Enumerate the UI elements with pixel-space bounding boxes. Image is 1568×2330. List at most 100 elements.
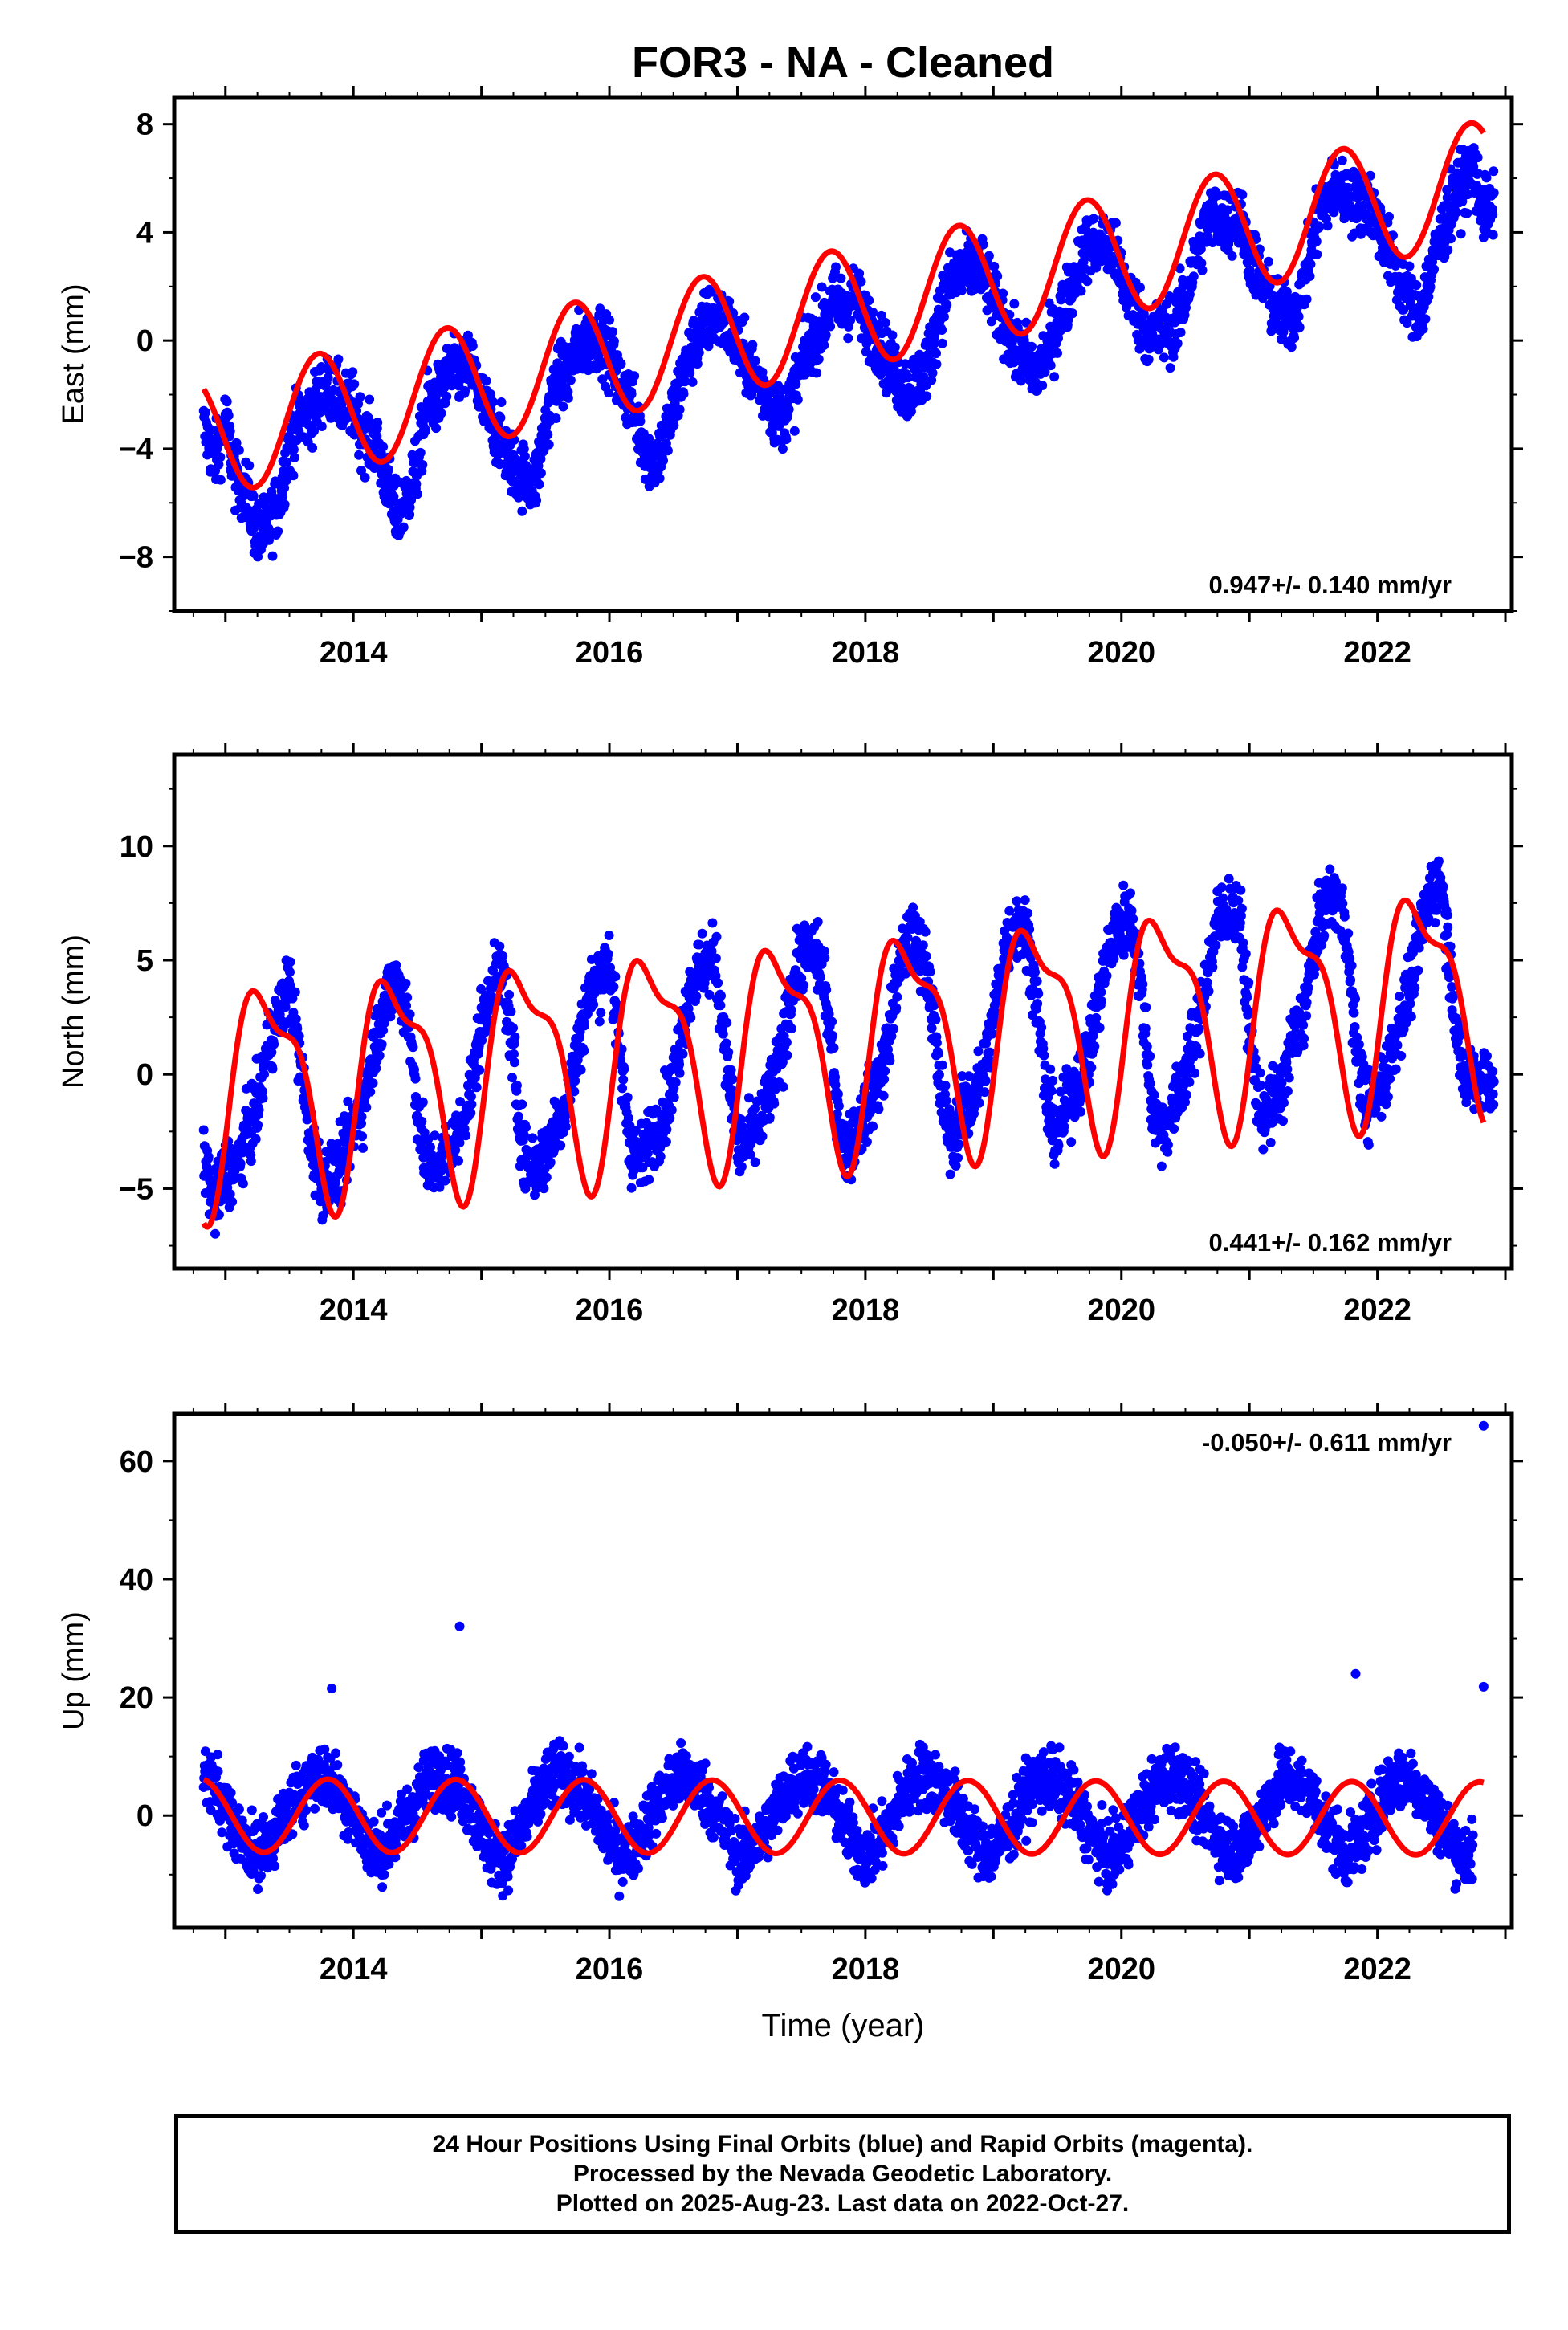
data-point [1135, 283, 1145, 293]
data-point [377, 1039, 387, 1049]
data-point [1027, 341, 1037, 352]
data-point [957, 285, 967, 295]
data-point [1271, 318, 1281, 328]
data-point [527, 1133, 538, 1143]
data-point [1420, 314, 1431, 324]
data-point [431, 423, 442, 434]
data-point [989, 261, 1000, 271]
data-point [258, 1093, 268, 1103]
data-point [887, 330, 898, 340]
data-point [545, 1157, 556, 1167]
data-point [348, 367, 358, 377]
data-point [594, 1016, 605, 1027]
data-point [289, 452, 299, 462]
data-point [707, 287, 716, 297]
data-point [1138, 309, 1149, 320]
data-point [461, 1130, 471, 1141]
y-tick-label: −4 [119, 433, 153, 466]
data-point [273, 526, 283, 536]
data-point [888, 1024, 898, 1034]
y-tick-label: 0 [136, 324, 153, 358]
data-point [713, 978, 723, 988]
data-point [455, 1097, 466, 1107]
data-point [610, 972, 621, 982]
data-point [488, 397, 498, 407]
data-point [937, 325, 947, 335]
data-point [1009, 299, 1020, 309]
data-point [1429, 264, 1439, 275]
data-point [401, 978, 411, 988]
data-point [618, 1074, 629, 1085]
data-point [662, 1124, 672, 1134]
data-point [250, 1134, 261, 1144]
data-point [556, 1140, 566, 1151]
data-point [279, 483, 290, 493]
data-point [269, 1039, 279, 1049]
data-point [239, 512, 250, 523]
data-point [1286, 342, 1297, 352]
data-point [343, 1096, 353, 1106]
data-point [267, 1047, 277, 1057]
data-point [1305, 271, 1315, 281]
data-point [536, 468, 546, 479]
data-point [227, 1196, 238, 1207]
chart-title: FOR3 - NA - Cleaned [632, 39, 1054, 87]
data-point [504, 989, 515, 1000]
data-point [836, 273, 846, 283]
data-point [1089, 214, 1099, 224]
data-point [1329, 207, 1339, 218]
data-point [417, 1097, 428, 1107]
data-point [692, 359, 703, 369]
data-point [565, 375, 576, 385]
data-point [290, 987, 300, 997]
data-point [378, 442, 389, 452]
data-point [454, 1138, 465, 1148]
data-point [576, 1065, 586, 1075]
data-point [781, 1037, 792, 1048]
data-point [722, 1017, 732, 1028]
data-point [511, 1080, 522, 1090]
data-point [534, 479, 544, 490]
data-point [890, 342, 900, 352]
data-point [225, 1189, 235, 1200]
data-point [736, 1162, 747, 1172]
data-point [434, 1182, 445, 1192]
data-point [782, 1050, 792, 1061]
data-point [357, 1131, 367, 1142]
data-point [467, 341, 478, 351]
data-point [665, 1113, 675, 1123]
data-point [355, 392, 365, 402]
data-point [604, 931, 614, 940]
data-point [876, 310, 886, 320]
data-point [408, 1042, 418, 1053]
data-point [1056, 295, 1066, 305]
data-point [845, 315, 856, 325]
data-point [496, 397, 507, 407]
data-point [466, 1099, 477, 1110]
data-point [781, 434, 792, 445]
data-point [356, 1112, 367, 1122]
data-point [635, 416, 646, 426]
data-point [1488, 230, 1498, 240]
data-point [739, 312, 750, 323]
data-point [1067, 308, 1077, 319]
data-point [674, 405, 685, 415]
data-point [466, 1108, 476, 1118]
data-point [810, 292, 821, 303]
data-point [539, 1183, 549, 1194]
data-point [430, 1130, 440, 1141]
data-point [1311, 236, 1322, 246]
data-point [1456, 229, 1466, 239]
data-point [799, 980, 809, 991]
data-point [544, 439, 554, 450]
data-point [784, 404, 794, 414]
data-point [903, 373, 914, 383]
data-point [978, 239, 988, 250]
data-point [248, 491, 259, 501]
data-point [605, 315, 614, 325]
x-tick-label: 2022 [1343, 636, 1411, 670]
data-point [509, 1049, 519, 1059]
data-point [711, 953, 721, 963]
data-point [662, 446, 673, 456]
